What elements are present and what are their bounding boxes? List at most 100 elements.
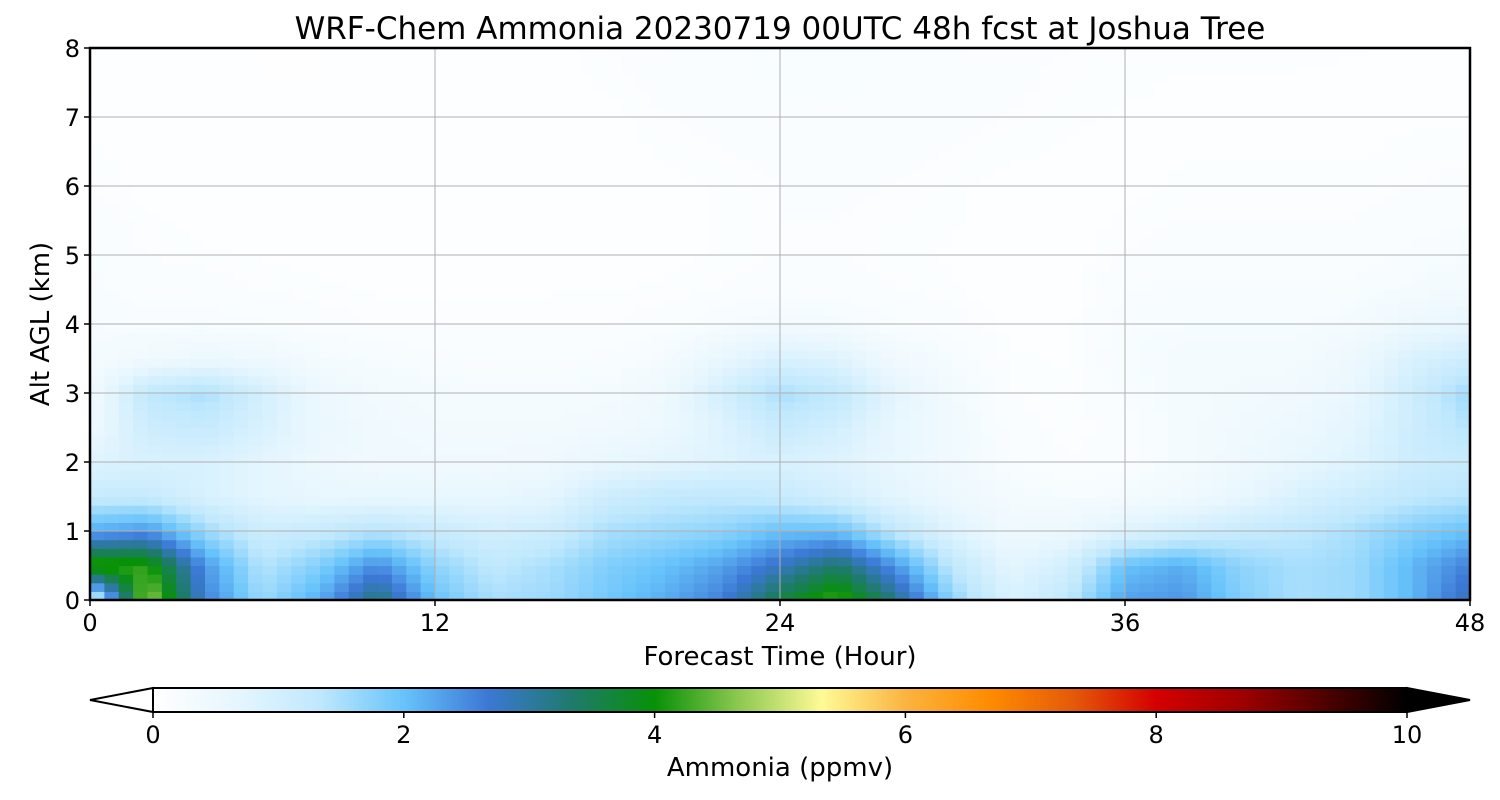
heatmap-cell: [866, 73, 882, 84]
heatmap-cell: [478, 168, 494, 178]
heatmap-cell: [765, 324, 781, 334]
heatmap-cell: [995, 410, 1011, 420]
heatmap-cell: [765, 134, 781, 144]
heatmap-cell: [133, 505, 149, 515]
heatmap-cell: [708, 91, 724, 101]
heatmap-cell: [1038, 401, 1054, 411]
heatmap-cell: [161, 134, 177, 144]
heatmap-cell: [348, 151, 364, 161]
heatmap-cell: [607, 117, 623, 127]
heatmap-cell: [291, 548, 307, 558]
heatmap-cell: [391, 487, 407, 498]
heatmap-cell: [1067, 117, 1083, 127]
heatmap-cell: [780, 418, 795, 429]
heatmap-cell: [1010, 444, 1025, 454]
heatmap-cell: [808, 203, 824, 213]
heatmap-cell: [1067, 341, 1083, 351]
heatmap-cell: [478, 220, 494, 230]
heatmap-cell: [1139, 315, 1155, 325]
heatmap-cell: [435, 479, 450, 489]
heatmap-cell: [219, 556, 235, 567]
heatmap-cell: [521, 548, 537, 558]
heatmap-cell: [593, 237, 609, 247]
heatmap-cell: [1010, 186, 1025, 196]
heatmap-cell: [248, 505, 264, 515]
heatmap-cell: [233, 117, 249, 127]
heatmap-cell: [923, 99, 939, 109]
heatmap-cell: [161, 436, 177, 446]
heatmap-cell: [880, 280, 896, 291]
heatmap-cell: [923, 142, 939, 153]
heatmap-cell: [363, 134, 379, 144]
heatmap-cell: [377, 151, 393, 161]
heatmap-cell: [708, 65, 724, 75]
heatmap-cell: [1096, 427, 1112, 437]
heatmap-cell: [90, 117, 105, 127]
heatmap-cell: [923, 48, 939, 58]
heatmap-cell: [1168, 462, 1184, 472]
heatmap-cell: [607, 401, 623, 411]
heatmap-cell: [981, 203, 997, 213]
heatmap-cell: [736, 522, 752, 532]
heatmap-cell: [1196, 246, 1212, 256]
heatmap-cell: [736, 134, 752, 144]
heatmap-cell: [506, 82, 522, 92]
heatmap-cell: [665, 168, 680, 178]
heatmap-cell: [506, 358, 522, 368]
heatmap-cell: [564, 375, 580, 385]
heatmap-cell: [276, 444, 292, 454]
heatmap-cell: [966, 211, 982, 222]
heatmap-cell: [765, 496, 781, 506]
heatmap-cell: [1125, 349, 1140, 360]
heatmap-cell: [449, 186, 465, 196]
heatmap-cell: [147, 556, 163, 567]
heatmap-cell: [679, 341, 695, 351]
heatmap-cell: [1110, 556, 1126, 567]
heatmap-cell: [851, 548, 867, 558]
heatmap-cell: [550, 108, 565, 118]
heatmap-cell: [118, 427, 134, 437]
heatmap-cell: [1024, 418, 1040, 429]
heatmap-cell: [1139, 418, 1155, 429]
heatmap-cell: [1211, 574, 1227, 584]
heatmap-cell: [521, 315, 537, 325]
heatmap-cell: [492, 194, 508, 204]
heatmap-cell: [104, 565, 120, 575]
heatmap-cell: [708, 505, 724, 515]
heatmap-cell: [938, 427, 954, 437]
heatmap-cell: [923, 306, 939, 316]
heatmap-cell: [391, 82, 407, 92]
heatmap-cell: [636, 99, 652, 109]
heatmap-cell: [1038, 332, 1054, 342]
heatmap-cell: [104, 280, 120, 291]
heatmap-cell: [952, 565, 968, 575]
heatmap-cell: [219, 367, 235, 377]
heatmap-cell: [377, 479, 393, 489]
heatmap-cell: [363, 393, 379, 403]
heatmap-cell: [1153, 186, 1169, 196]
heatmap-cell: [1024, 229, 1040, 239]
heatmap-cell: [1153, 203, 1169, 213]
heatmap-cell: [478, 142, 494, 153]
heatmap-cell: [564, 548, 580, 558]
heatmap-cell: [535, 280, 551, 291]
heatmap-cell: [837, 436, 853, 446]
heatmap-cell: [420, 48, 436, 58]
heatmap-cell: [995, 565, 1011, 575]
heatmap-cell: [233, 487, 249, 498]
heatmap-cell: [233, 315, 249, 325]
heatmap-cell: [1096, 556, 1112, 567]
heatmap-cell: [262, 186, 278, 196]
heatmap-cell: [262, 263, 278, 273]
heatmap-cell: [176, 56, 192, 66]
heatmap-cell: [909, 255, 925, 265]
heatmap-cell: [895, 513, 910, 523]
heatmap-cell: [981, 358, 997, 368]
heatmap-cell: [1153, 315, 1169, 325]
heatmap-cell: [276, 82, 292, 92]
heatmap-cell: [248, 410, 264, 420]
heatmap-cell: [765, 306, 781, 316]
heatmap-cell: [205, 117, 220, 127]
heatmap-cell: [478, 108, 494, 118]
heatmap-cell: [1010, 513, 1025, 523]
